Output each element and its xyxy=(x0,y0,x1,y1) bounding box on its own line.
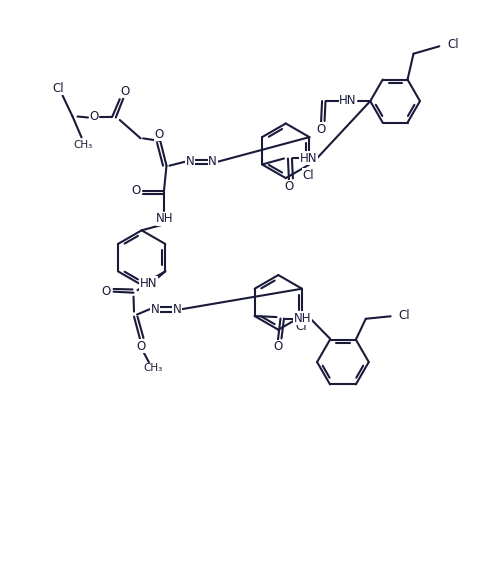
Text: Cl: Cl xyxy=(53,82,65,95)
Text: O: O xyxy=(120,85,129,98)
Text: Cl: Cl xyxy=(295,320,307,333)
Text: O: O xyxy=(101,285,110,298)
Text: NH: NH xyxy=(156,212,174,225)
Text: O: O xyxy=(273,340,283,353)
Text: N: N xyxy=(186,155,195,168)
Text: CH₃: CH₃ xyxy=(143,363,163,373)
Text: O: O xyxy=(284,180,294,193)
Text: N: N xyxy=(151,303,159,316)
Text: O: O xyxy=(131,184,140,197)
Text: HN: HN xyxy=(339,94,357,107)
Text: NH: NH xyxy=(294,311,311,324)
Text: Cl: Cl xyxy=(399,309,411,322)
Text: HN: HN xyxy=(300,151,318,164)
Text: N: N xyxy=(173,303,181,316)
Text: CH₃: CH₃ xyxy=(74,140,93,150)
Text: O: O xyxy=(155,128,164,141)
Text: HN: HN xyxy=(140,277,157,290)
Text: Cl: Cl xyxy=(303,169,314,182)
Text: O: O xyxy=(89,110,98,123)
Text: O: O xyxy=(317,123,326,136)
Text: O: O xyxy=(137,340,146,353)
Text: Cl: Cl xyxy=(447,38,459,51)
Text: N: N xyxy=(208,155,217,168)
